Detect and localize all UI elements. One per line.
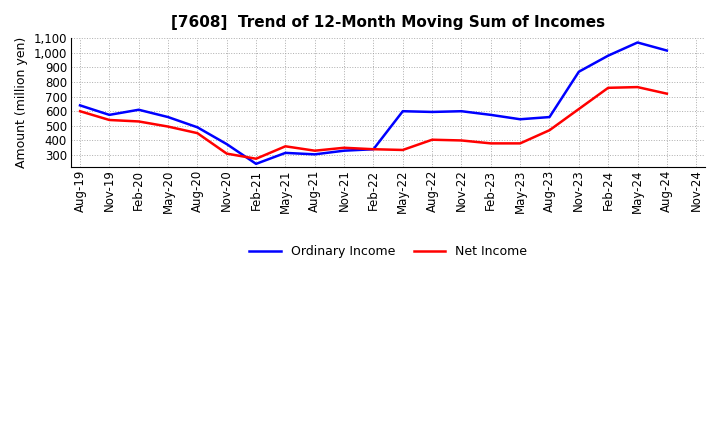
Ordinary Income (252, 161, 261, 166)
Net Income (604, 85, 613, 91)
Ordinary Income (340, 148, 348, 153)
Ordinary Income (487, 112, 495, 117)
Ordinary Income (222, 142, 231, 147)
Net Income (310, 148, 319, 153)
Ordinary Income (457, 109, 466, 114)
Title: [7608]  Trend of 12-Month Moving Sum of Incomes: [7608] Trend of 12-Month Moving Sum of I… (171, 15, 606, 30)
Net Income (457, 138, 466, 143)
Net Income (340, 145, 348, 150)
Legend: Ordinary Income, Net Income: Ordinary Income, Net Income (244, 240, 532, 263)
Ordinary Income (310, 152, 319, 157)
Net Income (76, 109, 84, 114)
Line: Ordinary Income: Ordinary Income (80, 43, 667, 164)
Net Income (369, 147, 378, 152)
Ordinary Income (135, 107, 143, 112)
Ordinary Income (369, 147, 378, 152)
Net Income (428, 137, 436, 143)
Net Income (487, 141, 495, 146)
Net Income (252, 156, 261, 161)
Net Income (516, 141, 524, 146)
Ordinary Income (575, 69, 583, 74)
Ordinary Income (105, 112, 114, 117)
Net Income (575, 106, 583, 112)
Ordinary Income (662, 48, 671, 53)
Net Income (193, 131, 202, 136)
Ordinary Income (604, 53, 613, 58)
Net Income (222, 151, 231, 156)
Net Income (163, 124, 172, 129)
Net Income (281, 144, 289, 149)
Ordinary Income (516, 117, 524, 122)
Ordinary Income (193, 125, 202, 130)
Net Income (662, 91, 671, 96)
Net Income (545, 128, 554, 133)
Net Income (105, 117, 114, 123)
Line: Net Income: Net Income (80, 87, 667, 159)
Y-axis label: Amount (million yen): Amount (million yen) (15, 37, 28, 168)
Ordinary Income (633, 40, 642, 45)
Net Income (135, 119, 143, 124)
Ordinary Income (163, 114, 172, 120)
Ordinary Income (281, 150, 289, 155)
Ordinary Income (428, 109, 436, 114)
Ordinary Income (545, 114, 554, 120)
Ordinary Income (76, 103, 84, 108)
Net Income (633, 84, 642, 90)
Ordinary Income (398, 109, 407, 114)
Net Income (398, 147, 407, 153)
